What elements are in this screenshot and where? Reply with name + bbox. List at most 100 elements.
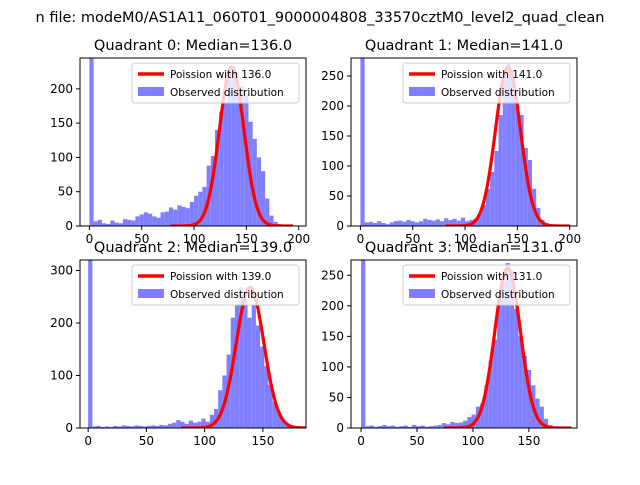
chart-1-hist-bar bbox=[377, 221, 382, 226]
chart-0-hist-bar bbox=[114, 222, 119, 226]
chart-0-hist-bar bbox=[148, 213, 153, 226]
chart-1-ytick-label: 200 bbox=[321, 99, 344, 113]
chart-0-hist-bar bbox=[214, 130, 220, 226]
chart-0-hist-bar bbox=[189, 202, 195, 226]
chart-0: Quadrant 0: Median=136.0 0 50 100 150 200 0 50 1… bbox=[50, 38, 310, 246]
chart-3-title: Quadrant 3: Median=131.0 bbox=[365, 240, 563, 256]
chart-3-legend-box bbox=[402, 264, 571, 306]
chart-3-hist-bar bbox=[522, 355, 527, 428]
chart-2-hist-bar bbox=[218, 390, 223, 428]
chart-0-hist-bar bbox=[89, 58, 94, 226]
chart-2-hist-bar bbox=[100, 426, 105, 428]
chart-1-hist-bar bbox=[414, 222, 420, 226]
chart-0-hist-bar bbox=[181, 206, 186, 226]
chart-0-hist-bar bbox=[210, 156, 215, 226]
chart-2-hist-bar bbox=[205, 421, 210, 428]
chart-0-ytick-label: 150 bbox=[50, 116, 73, 130]
chart-2-hist-bar bbox=[104, 426, 110, 428]
chart-0-legend-poisson-label: Poission with 136.0 bbox=[170, 69, 271, 81]
chart-2-hist-bar bbox=[125, 425, 131, 428]
chart-3-hist-bar bbox=[535, 398, 540, 428]
chart-3-hist-bar bbox=[424, 426, 430, 428]
chart-3-hist-bar bbox=[454, 423, 459, 428]
chart-2-xtick-label: 150 bbox=[251, 434, 274, 448]
chart-2-hist-bar bbox=[151, 425, 156, 428]
chart-2-hist-bar bbox=[239, 287, 244, 428]
chart-0-hist-bar bbox=[231, 71, 236, 226]
chart-0-hist-bar bbox=[265, 198, 270, 226]
chart-3-hist-bar bbox=[369, 425, 374, 428]
chart-3-hist-bar bbox=[395, 426, 400, 428]
chart-3-hist-bar bbox=[501, 281, 506, 428]
chart-1-hist-bar bbox=[372, 223, 378, 226]
chart-1-hist-bar bbox=[448, 220, 453, 226]
chart-2-legend-box bbox=[131, 264, 300, 306]
chart-1-hist-bar bbox=[502, 76, 507, 226]
chart-2-hist-bar bbox=[142, 426, 147, 428]
chart-1-hist-bar bbox=[444, 218, 449, 226]
chart-3-ytick-label: 200 bbox=[321, 299, 344, 313]
figure-suptitle: n file: modeM0/AS1A11_060T01_9000004808_… bbox=[36, 10, 605, 26]
chart-0-hist-bar bbox=[122, 219, 128, 226]
chart-2-ytick-label: 0 bbox=[65, 421, 73, 435]
chart-3-xtick-label: 50 bbox=[409, 434, 424, 448]
chart-1-legend-hist-swatch bbox=[409, 87, 435, 96]
chart-3-ytick-label: 250 bbox=[321, 268, 344, 282]
chart-1-legend-poisson-label: Poission with 141.0 bbox=[441, 69, 542, 81]
chart-2-hist-bar bbox=[92, 426, 97, 428]
chart-3-hist-bar bbox=[373, 426, 379, 428]
chart-2-hist-bar bbox=[197, 421, 202, 428]
chart-0-hist-bar bbox=[135, 216, 140, 226]
chart-1-hist-bar bbox=[419, 221, 424, 226]
chart-1-hist-bar bbox=[381, 223, 386, 226]
chart-1-hist-bar bbox=[360, 58, 365, 226]
chart-0-hist-bar bbox=[185, 208, 190, 226]
chart-1-hist-bar bbox=[368, 221, 373, 226]
chart-0-hist-bar bbox=[152, 216, 157, 226]
chart-3-hist-bar bbox=[539, 406, 544, 428]
chart-0-hist-bar bbox=[156, 217, 161, 226]
chart-0-hist-bar bbox=[177, 205, 182, 226]
chart-3-hist-bar bbox=[488, 360, 493, 428]
chart-0-hist-bar bbox=[131, 220, 136, 226]
chart-0-hist-bar bbox=[219, 111, 224, 226]
chart-1-hist-bar bbox=[452, 218, 457, 226]
chart-2-hist-bar bbox=[109, 426, 114, 428]
chart-0-hist-bar bbox=[160, 212, 165, 226]
chart-2-hist-bar bbox=[146, 425, 152, 428]
chart-2-hist-bar bbox=[260, 346, 265, 428]
chart-1-legend: Poission with 141.0 Observed distribution bbox=[402, 62, 571, 104]
chart-0-hist-bar bbox=[256, 157, 262, 226]
chart-3-legend-poisson-label: Poission with 131.0 bbox=[441, 271, 542, 283]
chart-0-hist-bar bbox=[273, 221, 278, 226]
chart-1-hist-bar bbox=[406, 220, 411, 226]
chart-0-legend-hist-label: Observed distribution bbox=[170, 87, 284, 99]
chart-1-ytick-label: 0 bbox=[336, 219, 344, 233]
chart-0-hist-bar bbox=[127, 219, 132, 226]
chart-3-ytick-label: 150 bbox=[321, 329, 344, 343]
chart-1-legend-hist-label: Observed distribution bbox=[441, 87, 555, 99]
chart-3-hist-bar bbox=[526, 369, 532, 428]
chart-3-hist-bar bbox=[514, 308, 519, 428]
chart-0-ytick-label: 50 bbox=[58, 185, 73, 199]
chart-0-hist-bar bbox=[118, 223, 123, 226]
chart-0-hist-bar bbox=[93, 221, 98, 226]
chart-0-hist-bar bbox=[194, 195, 199, 226]
chart-2-title: Quadrant 2: Median=139.0 bbox=[94, 240, 292, 256]
chart-1-ytick-label: 150 bbox=[321, 129, 344, 143]
chart-0-xtick-label: 200 bbox=[287, 232, 310, 246]
chart-1-hist-bar bbox=[364, 222, 369, 226]
chart-1-axes-frame bbox=[350, 57, 578, 227]
chart-0-legend-hist-swatch bbox=[138, 87, 164, 96]
chart-2-hist-bar bbox=[188, 420, 193, 428]
chart-0-hist-bar bbox=[139, 214, 144, 226]
chart-2-ytick-label: 300 bbox=[50, 264, 73, 278]
chart-2-legend-hist-swatch bbox=[138, 289, 164, 298]
chart-0-hist-bar bbox=[261, 171, 266, 226]
chart-2-hist-bar bbox=[264, 366, 269, 428]
chart-2-hist-bar bbox=[180, 421, 185, 428]
chart-2-legend: Poission with 139.0 Observed distribution bbox=[131, 264, 300, 306]
chart-2-hist-bar bbox=[130, 426, 135, 428]
chart-3-legend: Poission with 131.0 Observed distribution bbox=[402, 264, 571, 306]
